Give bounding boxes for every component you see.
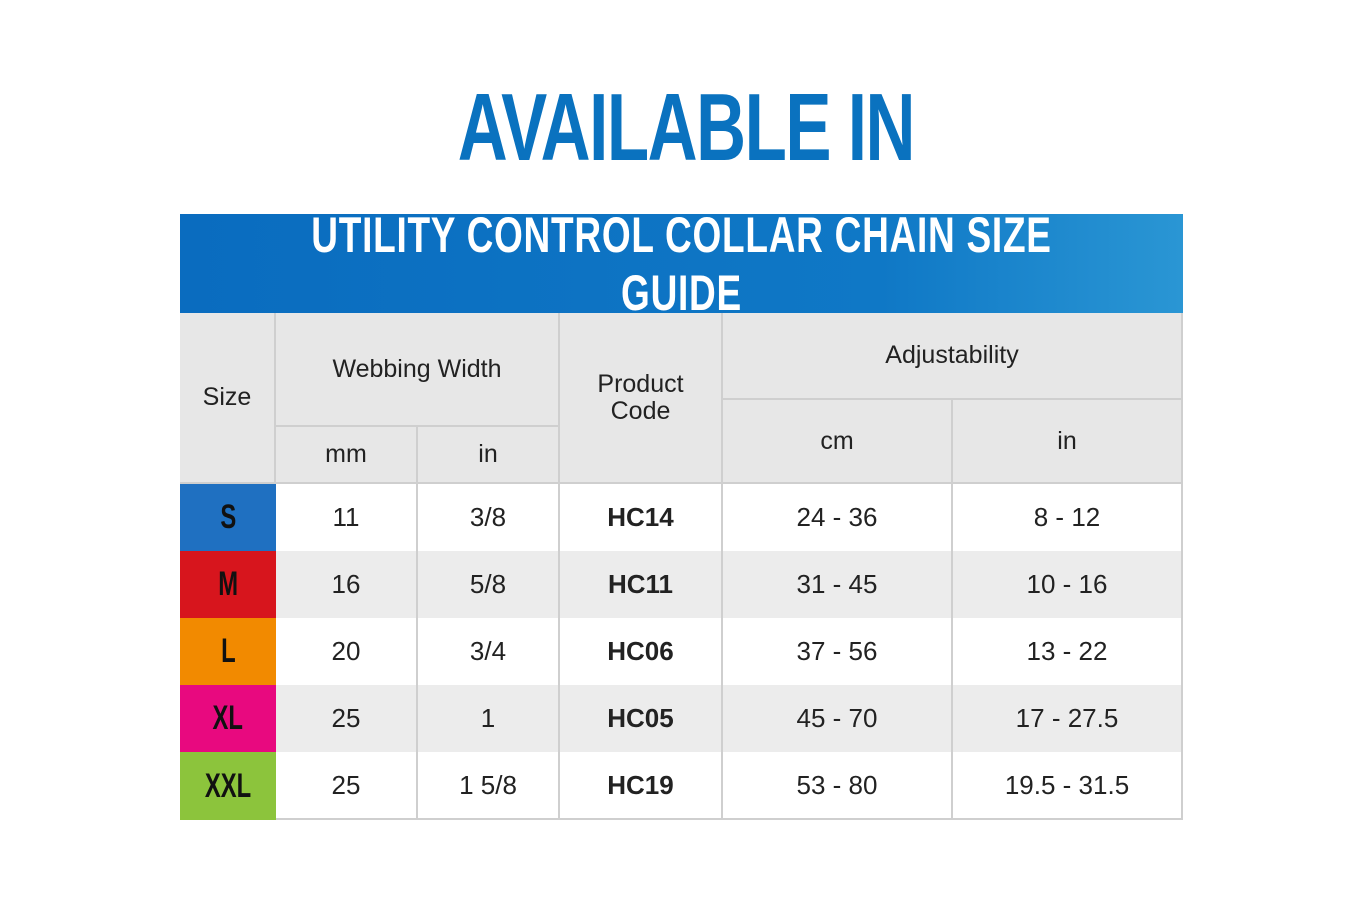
header-adjust-in: in bbox=[953, 400, 1183, 484]
cell-mm: 11 bbox=[276, 484, 418, 551]
cell-adjust-in: 13 - 22 bbox=[953, 618, 1183, 685]
cell-in: 1 5/8 bbox=[418, 752, 560, 820]
cell-mm: 25 bbox=[276, 685, 418, 752]
size-label: M bbox=[218, 565, 238, 603]
size-cell: M bbox=[180, 551, 276, 618]
main-title-text: AVAILABLE IN bbox=[457, 74, 916, 181]
header-adjustability: Adjustability bbox=[723, 313, 1183, 400]
size-label: L bbox=[220, 632, 236, 670]
cell-code: HC06 bbox=[560, 618, 723, 685]
size-label: XXL bbox=[204, 766, 252, 805]
cell-in: 1 bbox=[418, 685, 560, 752]
cell-adjust-in: 8 - 12 bbox=[953, 484, 1183, 551]
cell-cm: 24 - 36 bbox=[723, 484, 953, 551]
cell-code: HC19 bbox=[560, 752, 723, 820]
cell-in: 3/4 bbox=[418, 618, 560, 685]
cell-adjust-in: 19.5 - 31.5 bbox=[953, 752, 1183, 820]
header-mm: mm bbox=[276, 427, 418, 484]
header-cm: cm bbox=[723, 400, 953, 484]
table-title: UTILITY CONTROL COLLAR CHAIN SIZE GUIDE bbox=[180, 207, 1183, 321]
cell-cm: 53 - 80 bbox=[723, 752, 953, 820]
cell-cm: 37 - 56 bbox=[723, 618, 953, 685]
table-title-text: UTILITY CONTROL COLLAR CHAIN SIZE GUIDE bbox=[311, 206, 1052, 321]
size-label: XL bbox=[212, 699, 244, 737]
header-code: Product Code bbox=[560, 313, 723, 484]
cell-in: 3/8 bbox=[418, 484, 560, 551]
size-label: S bbox=[220, 498, 236, 536]
size-cell: XL bbox=[180, 685, 276, 752]
size-cell: XXL bbox=[180, 752, 276, 820]
cell-code: HC14 bbox=[560, 484, 723, 551]
cell-code: HC11 bbox=[560, 551, 723, 618]
header-in: in bbox=[418, 427, 560, 484]
header-size: Size bbox=[180, 313, 276, 484]
cell-code: HC05 bbox=[560, 685, 723, 752]
size-cell: S bbox=[180, 484, 276, 551]
size-cell: L bbox=[180, 618, 276, 685]
header-webbing: Webbing Width bbox=[276, 313, 560, 427]
cell-cm: 31 - 45 bbox=[723, 551, 953, 618]
cell-mm: 25 bbox=[276, 752, 418, 820]
cell-mm: 16 bbox=[276, 551, 418, 618]
cell-cm: 45 - 70 bbox=[723, 685, 953, 752]
main-title: AVAILABLE IN bbox=[0, 74, 1372, 181]
cell-adjust-in: 17 - 27.5 bbox=[953, 685, 1183, 752]
cell-in: 5/8 bbox=[418, 551, 560, 618]
cell-adjust-in: 10 - 16 bbox=[953, 551, 1183, 618]
cell-mm: 20 bbox=[276, 618, 418, 685]
